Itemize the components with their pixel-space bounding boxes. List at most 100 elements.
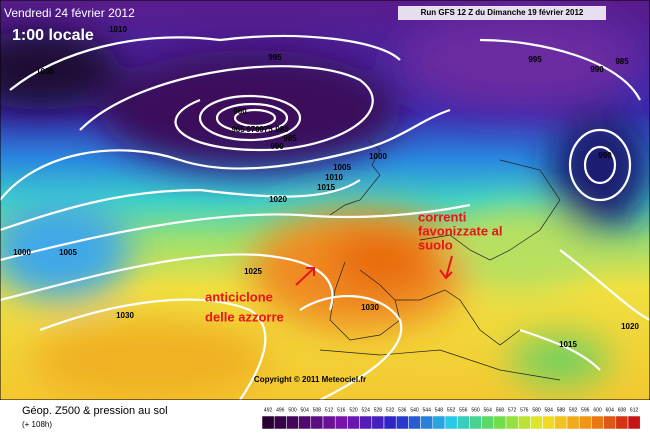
scale-label: 504 <box>301 407 310 413</box>
isobar-label: 980 <box>275 125 289 134</box>
scale-label: 568 <box>496 407 505 413</box>
scale-swatch <box>542 415 556 430</box>
scale-swatch <box>554 415 568 430</box>
annotation-line: delle azzorre <box>205 309 284 324</box>
isobar-label: 995 <box>268 53 282 62</box>
annotations: correnti favonizzate al suolo anticiclon… <box>205 209 503 324</box>
forecast-date: Vendredi 24 février 2012 <box>4 6 135 20</box>
scale-label: 544 <box>423 407 432 413</box>
scale-swatch <box>505 415 519 430</box>
scale-swatch <box>456 415 470 430</box>
scale-label: 508 <box>313 407 322 413</box>
scale-label: 512 <box>325 407 334 413</box>
scale-label: 580 <box>532 407 541 413</box>
scale-swatch <box>383 415 397 430</box>
scale-label: 528 <box>374 407 383 413</box>
isobar-label: 1015 <box>559 340 577 349</box>
annotation-line: favonizzate al <box>418 223 503 238</box>
scale-label: 500 <box>288 407 297 413</box>
isobar-label: 985 <box>615 57 629 66</box>
scale-swatch <box>530 415 543 430</box>
scale-swatch <box>286 415 299 430</box>
arrow <box>439 255 453 280</box>
isobar-label: 1020 <box>621 322 639 331</box>
isobar-label: 1025 <box>244 267 262 276</box>
scale-swatch <box>444 415 458 430</box>
isobar-label: 970 <box>246 125 260 134</box>
arrow <box>295 267 315 286</box>
header: Vendredi 24 février 2012 1:00 locale Run… <box>4 6 606 44</box>
isobar-label: 990 <box>598 151 612 160</box>
isobar-label: 1005 <box>333 163 351 172</box>
isobar-label: 995 <box>528 55 542 64</box>
scale-label: 520 <box>349 407 358 413</box>
isobars <box>0 34 650 400</box>
scale-swatch <box>517 415 531 430</box>
isobar-label: 960 <box>233 107 247 116</box>
footer-title: Géop. Z500 & pression au sol <box>22 405 168 417</box>
isobar-label: 1005 <box>36 67 54 76</box>
isobar-label: 1015 <box>317 183 335 192</box>
run-info: Run GFS 12 Z du Dimanche 19 février 2012 <box>421 8 584 17</box>
scale-label: 540 <box>410 407 419 413</box>
scale-label: 536 <box>398 407 407 413</box>
scale-label: 532 <box>386 407 395 413</box>
run-box <box>398 6 606 20</box>
scale-swatch <box>359 415 373 430</box>
scale-label: 584 <box>545 407 554 413</box>
scale-label: 564 <box>484 407 493 413</box>
scale-label: 496 <box>276 407 285 413</box>
isobar-label: 990 <box>270 142 284 151</box>
footer-lead: (+ 108h) <box>22 420 52 429</box>
scale-label: 524 <box>362 407 371 413</box>
isobar-label: 1010 <box>109 25 127 34</box>
scale-swatch <box>395 415 409 430</box>
scale-swatch <box>420 415 434 430</box>
scale-label: 592 <box>569 407 578 413</box>
scale-label: 588 <box>557 407 566 413</box>
scale-label: 576 <box>520 407 529 413</box>
isobar-label: 965 <box>231 125 245 134</box>
isobar-label: 975 <box>259 125 273 134</box>
scale-swatch <box>615 415 629 430</box>
isobar-label: 1000 <box>369 152 387 161</box>
annotation-line: correnti <box>418 209 466 224</box>
scale-label: 600 <box>593 407 602 413</box>
footer: Géop. Z500 & pression au sol (+ 108h) 49… <box>22 405 641 430</box>
scale-swatch <box>432 415 446 430</box>
isobar-label: 1020 <box>269 195 287 204</box>
scale-swatch <box>493 415 507 430</box>
scale-label: 608 <box>618 407 627 413</box>
scale-label: 560 <box>471 407 480 413</box>
scale-label: 572 <box>508 407 517 413</box>
isobar-label: 1010 <box>325 173 343 182</box>
scale-label: 604 <box>606 407 615 413</box>
isobar-label: 1000 <box>13 248 31 257</box>
isobar-label: 1030 <box>361 303 379 312</box>
scale-label: 492 <box>264 407 273 413</box>
color-scale: 492 496 500 504 508 512 516 520 524 528 532 536 540 5… <box>261 407 641 430</box>
scale-swatch <box>627 415 641 430</box>
isobar-label: 1005 <box>59 248 77 257</box>
forecast-time: 1:00 locale <box>12 27 94 44</box>
scale-swatch <box>310 415 324 430</box>
scale-swatch <box>261 415 275 430</box>
scale-label: 556 <box>459 407 468 413</box>
scale-swatch <box>273 415 287 430</box>
annotation-line: suolo <box>418 237 453 252</box>
scale-swatch <box>566 415 580 430</box>
scale-label: 612 <box>630 407 639 413</box>
scale-label: 516 <box>337 407 346 413</box>
isobar-label: 990 <box>590 65 604 74</box>
scale-swatch <box>347 415 360 430</box>
copyright: Copyright © 2011 Meteociel.fr <box>254 375 366 384</box>
scale-swatch <box>371 415 385 430</box>
scale-label: 552 <box>447 407 456 413</box>
scale-swatch <box>603 415 617 430</box>
annotation-line: anticiclone <box>205 289 273 304</box>
scale-swatch <box>322 415 336 430</box>
